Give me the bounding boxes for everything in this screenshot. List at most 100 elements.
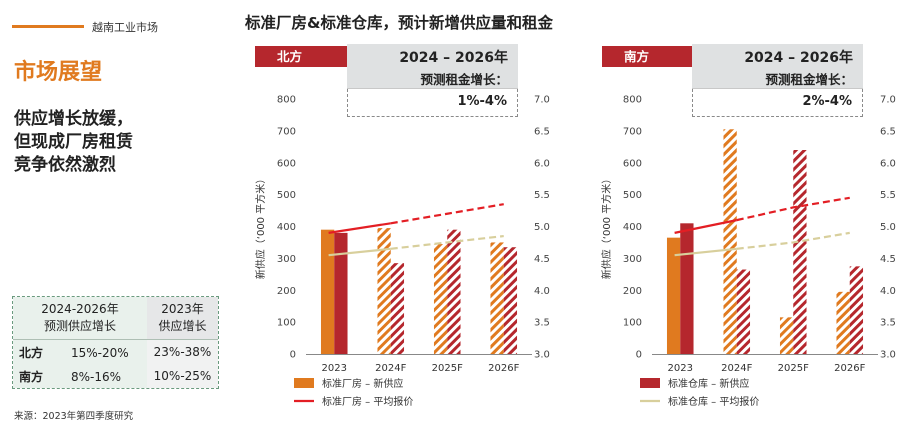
y-tick-label: 300 xyxy=(623,254,642,265)
y2-tick-label: 4.0 xyxy=(534,286,550,297)
table-cell-forecast: 8%-16% xyxy=(71,369,122,384)
y-tick-label: 100 xyxy=(623,318,642,329)
y2-tick-label: 6.0 xyxy=(880,158,896,169)
section-label: 越南工业市场 xyxy=(92,21,158,34)
y2-tick-label: 4.0 xyxy=(880,286,896,297)
y2-tick-label: 7.0 xyxy=(534,95,550,106)
source-note: 来源：2023年第四季度研究 xyxy=(14,411,134,422)
table-header-actual: 2023年 供应增长 xyxy=(147,297,218,340)
forecast-box-north-years: 2024 – 2026年 xyxy=(399,50,508,66)
x-tick-label: 2024F xyxy=(721,363,752,374)
x-tick-label: 2025F xyxy=(432,363,463,374)
x-tick-label: 2024F xyxy=(375,363,406,374)
y-tick-label: 200 xyxy=(623,286,642,297)
y-tick-label: 600 xyxy=(623,158,642,169)
y2-tick-label: 6.5 xyxy=(534,126,550,137)
y-tick-label: 700 xyxy=(623,126,642,137)
region-tag-south: 南方 xyxy=(602,46,692,67)
legend-label: 标准仓库 – 平均报价 xyxy=(668,395,759,408)
rent-line-actual xyxy=(328,222,391,234)
table-cell-actual: 10%-25% xyxy=(147,364,218,388)
table-cell-forecast: 15%-20% xyxy=(71,345,129,360)
x-tick-label: 2023 xyxy=(322,363,347,374)
chart-north: 0 100 200 300 400 500 600 700 800 3.0 3.5 4.0 4.5 5.0… xyxy=(254,95,550,409)
bar-warehouse-2026F xyxy=(503,247,518,354)
y2-tick-label: 5.5 xyxy=(534,190,550,201)
y2-tick-label: 6.5 xyxy=(880,126,896,137)
forecast-box-north-label: 预测租金增长： xyxy=(420,72,508,87)
y2-tick-label: 5.0 xyxy=(880,222,896,233)
subtitle-line-1: 供应增长放缓， xyxy=(14,109,133,129)
y2-tick-label: 6.0 xyxy=(534,158,550,169)
chart-section-title: 标准厂房&标准仓库，预计新增供应量和租金 xyxy=(245,14,554,32)
y-tick-label: 600 xyxy=(277,158,296,169)
rent-line-forecast xyxy=(736,196,850,222)
table-row-label: 北方 xyxy=(19,345,44,360)
page-title: 市场展望 xyxy=(14,60,103,85)
bar-factory-2025F xyxy=(433,244,448,354)
forecast-box-south-years: 2024 – 2026年 xyxy=(744,50,853,66)
table-row-north: 北方 15%-20% xyxy=(13,339,147,364)
y-tick-label: 200 xyxy=(277,286,296,297)
bar-warehouse-2026F xyxy=(849,266,864,354)
forecast-box-north-body: 1%-4% xyxy=(347,89,518,117)
y-tick-label: 300 xyxy=(277,254,296,265)
table-row: 南方 8%-16% 10%-25% xyxy=(13,364,218,388)
bar-warehouse-2023 xyxy=(334,232,348,354)
forecast-box-south-header: 2024 – 2026年 预测租金增长： xyxy=(692,44,863,89)
rent-line-actual xyxy=(674,247,737,257)
y2-tick-label: 4.5 xyxy=(534,254,550,265)
y-tick-label: 500 xyxy=(623,190,642,201)
y-tick-label: 800 xyxy=(623,95,642,106)
y2-tick-label: 4.5 xyxy=(880,254,896,265)
y2-tick-label: 3.0 xyxy=(880,350,896,361)
legend-label: 标准厂房 – 新供应 xyxy=(322,377,403,390)
rent-line-forecast xyxy=(390,234,504,250)
y2-tick-label: 3.5 xyxy=(534,318,550,329)
bar-factory-2025F xyxy=(779,317,794,354)
bar-warehouse-2024F xyxy=(736,269,751,354)
y-tick-label: 0 xyxy=(290,350,296,361)
legend-swatch-bar xyxy=(294,378,314,388)
legend-label: 标准仓库 – 新供应 xyxy=(668,377,749,390)
rent-line-forecast xyxy=(390,203,504,225)
x-tick-label: 2023 xyxy=(668,363,693,374)
rent-line-actual xyxy=(674,219,737,234)
bar-factory-2023 xyxy=(320,229,335,354)
table-header-forecast-line1: 2024-2026年 xyxy=(41,302,119,316)
bar-warehouse-2023 xyxy=(680,223,694,354)
forecast-box-north-value: 1%-4% xyxy=(457,94,507,109)
y-axis-title: 新供应（‘000 平方米） xyxy=(254,174,267,279)
subtitle-line-2: 但现成厂房租赁 xyxy=(14,132,133,152)
y-tick-label: 800 xyxy=(277,95,296,106)
bar-warehouse-2025F xyxy=(447,229,461,354)
y-tick-label: 400 xyxy=(277,222,296,233)
chart-south: 0 100 200 300 400 500 600 700 800 3.0 3.5 4.0 4.5 5.0… xyxy=(600,95,896,409)
table-header-forecast-line2: 预测供应增长 xyxy=(43,319,116,333)
subtitle-line-3: 竞争依然激烈 xyxy=(14,155,116,175)
forecast-box-north-header: 2024 – 2026年 预测租金增长： xyxy=(347,44,518,89)
header-accent-rule xyxy=(12,25,84,28)
forecast-box-south-value: 2%-4% xyxy=(802,94,852,109)
y-tick-label: 0 xyxy=(636,350,642,361)
table-cell-actual: 23%-38% xyxy=(147,339,218,364)
table-row: 北方 15%-20% 23%-38% xyxy=(13,339,218,364)
forecast-box-south-body: 2%-4% xyxy=(692,89,863,117)
y2-tick-label: 5.0 xyxy=(534,222,550,233)
y-tick-label: 700 xyxy=(277,126,296,137)
supply-growth-table: 2024-2026年 预测供应增长 2023年 供应增长 北方 15%-20% 2… xyxy=(12,296,219,389)
x-tick-label: 2026F xyxy=(488,363,519,374)
bar-warehouse-2024F xyxy=(390,263,405,354)
legend-label: 标准厂房 – 平均报价 xyxy=(322,395,413,408)
bar-factory-2024F xyxy=(377,228,391,354)
y2-tick-label: 3.0 xyxy=(534,350,550,361)
legend-swatch-bar xyxy=(640,378,660,388)
rent-line-forecast xyxy=(736,231,850,250)
y2-tick-label: 5.5 xyxy=(880,190,896,201)
bar-factory-2026F xyxy=(490,242,504,354)
forecast-box-south-label: 预测租金增长： xyxy=(765,72,853,87)
table-row-label: 南方 xyxy=(19,369,44,384)
y-tick-label: 400 xyxy=(623,222,642,233)
y-tick-label: 500 xyxy=(277,190,296,201)
bar-factory-2023 xyxy=(666,237,681,354)
